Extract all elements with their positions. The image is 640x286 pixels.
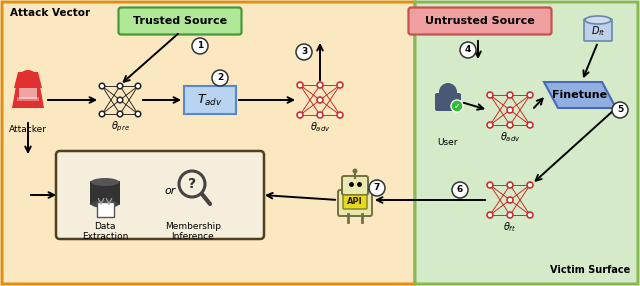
Polygon shape bbox=[544, 82, 616, 108]
Circle shape bbox=[507, 197, 513, 203]
Circle shape bbox=[192, 38, 208, 54]
Text: ?: ? bbox=[188, 177, 196, 191]
Circle shape bbox=[527, 212, 533, 218]
FancyBboxPatch shape bbox=[342, 176, 368, 195]
Text: User: User bbox=[438, 138, 458, 147]
Circle shape bbox=[18, 70, 38, 90]
Circle shape bbox=[507, 92, 513, 98]
FancyBboxPatch shape bbox=[90, 181, 120, 205]
Circle shape bbox=[507, 122, 513, 128]
Polygon shape bbox=[14, 72, 42, 88]
Text: Attack Vector: Attack Vector bbox=[10, 8, 90, 18]
Circle shape bbox=[487, 122, 493, 128]
Circle shape bbox=[297, 112, 303, 118]
Text: $\theta_{adv}$: $\theta_{adv}$ bbox=[310, 120, 330, 134]
Text: $D_{ft}$: $D_{ft}$ bbox=[591, 24, 605, 38]
Circle shape bbox=[507, 212, 513, 218]
FancyBboxPatch shape bbox=[17, 97, 39, 101]
Circle shape bbox=[507, 182, 513, 188]
FancyBboxPatch shape bbox=[338, 190, 372, 216]
Circle shape bbox=[487, 182, 493, 188]
Circle shape bbox=[117, 83, 123, 89]
Text: Membership
Inference: Membership Inference bbox=[165, 222, 221, 241]
Circle shape bbox=[527, 122, 533, 128]
Text: Data
Extraction: Data Extraction bbox=[82, 222, 128, 241]
FancyBboxPatch shape bbox=[584, 19, 612, 41]
Circle shape bbox=[117, 97, 123, 103]
Text: Victim Surface: Victim Surface bbox=[550, 265, 630, 275]
Text: 5: 5 bbox=[617, 106, 623, 114]
FancyBboxPatch shape bbox=[415, 2, 638, 284]
Text: 3: 3 bbox=[301, 47, 307, 57]
FancyBboxPatch shape bbox=[56, 151, 264, 239]
Circle shape bbox=[317, 97, 323, 103]
Polygon shape bbox=[12, 86, 44, 108]
FancyBboxPatch shape bbox=[408, 7, 552, 35]
Circle shape bbox=[99, 83, 105, 89]
Circle shape bbox=[439, 83, 457, 101]
Text: 4: 4 bbox=[465, 45, 471, 55]
Circle shape bbox=[612, 102, 628, 118]
Text: $\theta_{ft}$: $\theta_{ft}$ bbox=[504, 220, 516, 234]
Text: $\theta_{adv}$: $\theta_{adv}$ bbox=[500, 130, 520, 144]
FancyBboxPatch shape bbox=[118, 7, 241, 35]
Text: $T_{adv}$: $T_{adv}$ bbox=[197, 92, 223, 108]
Circle shape bbox=[527, 182, 533, 188]
Text: $\theta_{pre}$: $\theta_{pre}$ bbox=[111, 120, 129, 134]
Text: Trusted Source: Trusted Source bbox=[133, 16, 227, 26]
Circle shape bbox=[135, 111, 141, 117]
Circle shape bbox=[487, 212, 493, 218]
Ellipse shape bbox=[585, 16, 611, 24]
Circle shape bbox=[527, 92, 533, 98]
Circle shape bbox=[117, 111, 123, 117]
Text: or: or bbox=[164, 186, 176, 196]
FancyBboxPatch shape bbox=[184, 86, 236, 114]
Circle shape bbox=[369, 180, 385, 196]
Text: 2: 2 bbox=[217, 74, 223, 82]
Circle shape bbox=[296, 44, 312, 60]
Ellipse shape bbox=[91, 178, 119, 186]
Circle shape bbox=[317, 112, 323, 118]
Text: Finetune: Finetune bbox=[552, 90, 607, 100]
Circle shape bbox=[317, 82, 323, 88]
Ellipse shape bbox=[91, 200, 119, 208]
FancyBboxPatch shape bbox=[435, 93, 461, 111]
Circle shape bbox=[487, 92, 493, 98]
Circle shape bbox=[451, 100, 463, 112]
Circle shape bbox=[135, 83, 141, 89]
Circle shape bbox=[212, 70, 228, 86]
FancyBboxPatch shape bbox=[2, 2, 415, 284]
Text: Attacker: Attacker bbox=[9, 125, 47, 134]
Circle shape bbox=[452, 182, 468, 198]
Circle shape bbox=[99, 111, 105, 117]
FancyBboxPatch shape bbox=[343, 195, 367, 209]
FancyBboxPatch shape bbox=[97, 202, 113, 217]
Circle shape bbox=[507, 107, 513, 113]
Text: API: API bbox=[347, 198, 363, 206]
Circle shape bbox=[460, 42, 476, 58]
Text: 6: 6 bbox=[457, 186, 463, 194]
FancyBboxPatch shape bbox=[19, 88, 37, 99]
Text: 7: 7 bbox=[374, 184, 380, 192]
Circle shape bbox=[337, 112, 343, 118]
Circle shape bbox=[337, 82, 343, 88]
Circle shape bbox=[353, 168, 358, 174]
Text: 1: 1 bbox=[197, 41, 203, 51]
Text: Untrusted Source: Untrusted Source bbox=[425, 16, 535, 26]
Text: ✓: ✓ bbox=[454, 102, 460, 110]
Circle shape bbox=[297, 82, 303, 88]
